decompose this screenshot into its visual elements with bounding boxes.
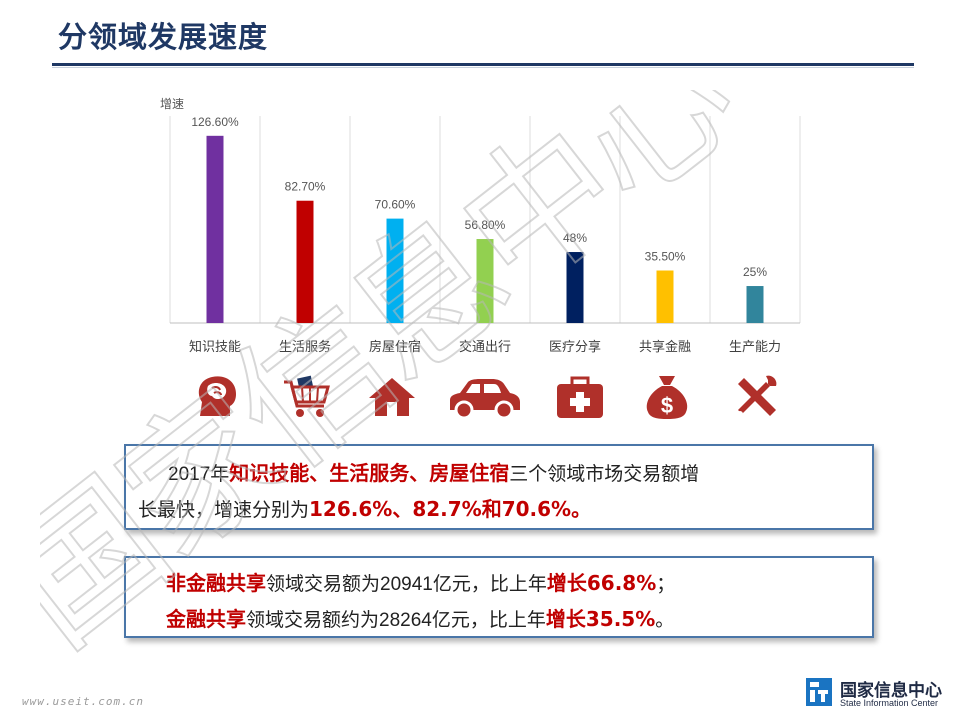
category-label-2: 生活服务 [279,339,331,355]
shopping-cart-icon [280,372,334,422]
non-financial-label: 非金融共享 [166,571,266,595]
first-aid-kit-icon [553,372,607,422]
category-label-6: 共享金融 [639,339,691,355]
financial-end: 。 [655,609,675,631]
non-financial-growth: 增长66.8% [546,571,657,595]
category-icon-row: $ [0,372,960,424]
logo-name-en: State Information Center [840,698,939,708]
non-financial-text: 领域交易额为 [266,573,381,595]
category-label-3: 房屋住宿 [369,339,421,355]
category-label-1: 知识技能 [189,339,241,355]
non-financial-amount: 20941亿元 [380,574,471,595]
bar-4 [476,239,494,323]
summary-text: 三个领域市场交易额增 [509,463,700,485]
title-divider-thin [52,67,914,68]
summary-box-transaction-volume: 非金融共享领域交易额为20941亿元，比上年增长66.8%； 金融共享领域交易额… [124,556,874,638]
category-label-5: 医疗分享 [549,339,601,355]
y-axis-label: 增速 [160,97,184,111]
bar-3 [386,218,404,323]
bar-6 [656,270,674,323]
non-financial-end: ； [656,573,676,595]
value-label-4: 56.80% [465,218,506,232]
value-label-5: 48% [563,231,587,245]
highlight-rates: 126.6%、82.7%和70.6%。 [309,497,592,521]
bar-7 [746,286,764,323]
sic-logo: 国家信息中心 State Information Center [806,678,956,714]
growth-bar-chart: 增速 126.60% 82.70% 70.60% 56.80% 48% 35.50% 25%… [160,97,801,355]
money-bag-icon: $ [640,372,694,422]
year-text: 2017年 [168,464,230,485]
financial-growth: 增长35.5% [545,607,656,631]
category-label-4: 交通出行 [459,339,511,355]
page-title: 分领域发展速度 [58,20,269,54]
house-icon [365,372,419,422]
category-label-7: 生产能力 [729,340,781,355]
bar-1 [206,135,224,323]
svg-text:$: $ [661,393,673,418]
value-label-7: 25% [743,265,767,279]
site-url: www.useit.com.cn [22,695,144,708]
sic-logo-icon [806,678,832,706]
value-label-2: 82.70% [285,180,326,194]
bar-5 [566,252,584,323]
highlight-domains: 知识技能、生活服务、房屋住宿 [229,461,510,485]
summary-line-2: 长最快，增速分别为126.6%、82.7%和70.6%。 [138,492,856,527]
value-label-1: 126.60% [191,115,239,129]
value-label-3: 70.60% [375,198,416,212]
car-icon [446,372,522,422]
non-financial-text-b: ，比上年 [470,573,547,595]
financial-label: 金融共享 [166,607,246,631]
financial-text: 领域交易额约为 [246,609,380,631]
financial-text-b: ，比上年 [469,609,546,631]
bar-2 [296,200,314,323]
financial-line: 金融共享领域交易额约为28264亿元，比上年增长35.5%。 [166,602,856,638]
brain-head-icon [190,372,244,422]
summary-line-1: 2017年知识技能、生活服务、房屋住宿三个领域市场交易额增 [168,456,856,492]
tools-icon [730,372,784,422]
financial-amount: 28264亿元 [379,610,470,631]
summary-text-2: 长最快，增速分别为 [138,499,310,521]
logo-name-cn: 国家信息中心 [840,681,942,701]
title-divider [52,63,914,66]
summary-box-fastest-growth: 2017年知识技能、生活服务、房屋住宿三个领域市场交易额增 长最快，增速分别为1… [124,444,874,530]
non-financial-line: 非金融共享领域交易额为20941亿元，比上年增长66.8%； [166,566,856,602]
value-label-6: 35.50% [645,250,686,264]
